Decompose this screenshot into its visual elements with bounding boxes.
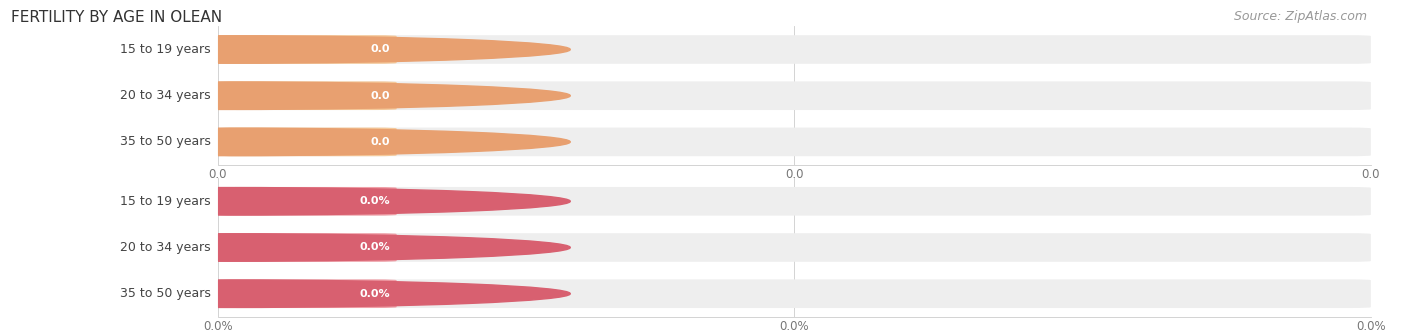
FancyBboxPatch shape xyxy=(218,280,396,308)
FancyBboxPatch shape xyxy=(218,82,1371,110)
FancyBboxPatch shape xyxy=(218,35,1371,64)
Text: 35 to 50 years: 35 to 50 years xyxy=(120,135,211,148)
Circle shape xyxy=(0,234,571,261)
Text: 0.0: 0.0 xyxy=(370,91,389,101)
Text: 20 to 34 years: 20 to 34 years xyxy=(121,89,211,102)
FancyBboxPatch shape xyxy=(218,233,396,262)
Text: FERTILITY BY AGE IN OLEAN: FERTILITY BY AGE IN OLEAN xyxy=(11,10,222,25)
FancyBboxPatch shape xyxy=(218,35,396,64)
Text: 0.0: 0.0 xyxy=(370,45,389,54)
Circle shape xyxy=(0,82,571,110)
Text: 20 to 34 years: 20 to 34 years xyxy=(121,241,211,254)
FancyBboxPatch shape xyxy=(218,82,396,110)
Circle shape xyxy=(0,36,571,63)
Text: 35 to 50 years: 35 to 50 years xyxy=(120,287,211,300)
FancyBboxPatch shape xyxy=(218,233,1371,262)
Text: 0.0%: 0.0% xyxy=(359,289,389,299)
Text: Source: ZipAtlas.com: Source: ZipAtlas.com xyxy=(1233,10,1367,23)
Circle shape xyxy=(0,128,571,156)
Text: 0.0: 0.0 xyxy=(370,137,389,147)
Text: 15 to 19 years: 15 to 19 years xyxy=(121,43,211,56)
FancyBboxPatch shape xyxy=(218,187,1371,215)
Text: 0.0%: 0.0% xyxy=(359,196,389,206)
Circle shape xyxy=(0,187,571,215)
Text: 0.0%: 0.0% xyxy=(359,243,389,252)
FancyBboxPatch shape xyxy=(218,128,1371,156)
FancyBboxPatch shape xyxy=(218,128,396,156)
Text: 15 to 19 years: 15 to 19 years xyxy=(121,195,211,208)
FancyBboxPatch shape xyxy=(218,187,396,215)
Circle shape xyxy=(0,280,571,308)
FancyBboxPatch shape xyxy=(218,280,1371,308)
